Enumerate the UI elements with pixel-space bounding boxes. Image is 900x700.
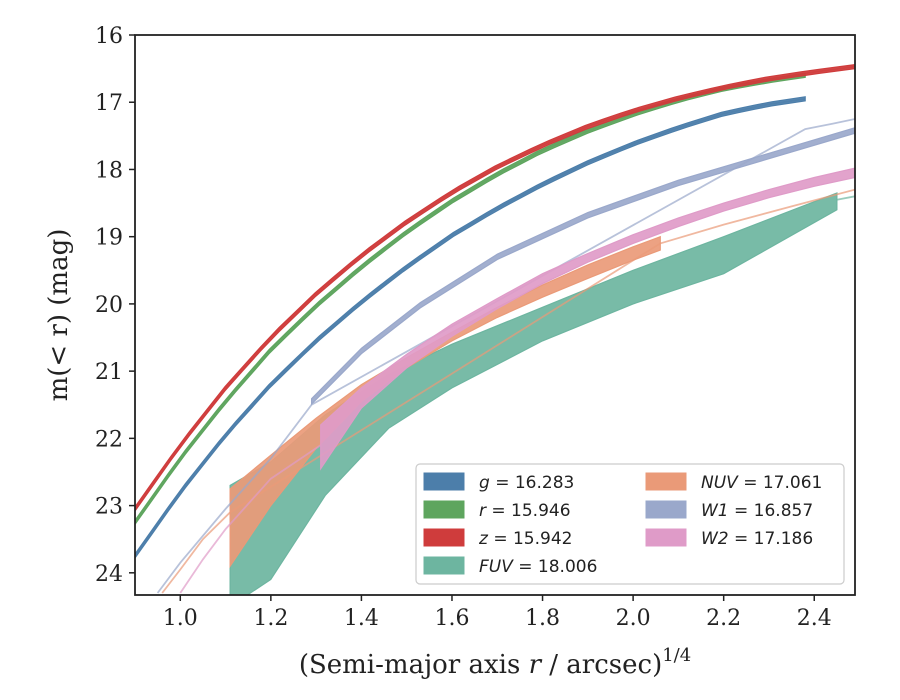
series-g-band [135,96,806,560]
series-NUV-curve [161,188,855,594]
legend-swatch-W2 [645,528,687,547]
x-tick-label: 1.4 [344,606,379,631]
series-W1 [156,118,855,594]
legend-label-W2: W2 = 17.186 [701,529,813,549]
legend-label-FUV: FUV = 18.006 [479,557,597,577]
legend-label-z: z = 15.942 [478,529,572,549]
x-tick-label: 1.0 [163,606,198,631]
y-tick-label: 17 [95,91,123,116]
y-axis-label: m(< r) (mag) [44,229,74,402]
series-W1-band [311,127,855,406]
legend-swatch-FUV [423,556,465,575]
x-tick-label: 1.2 [253,606,288,631]
y-tick-label: 24 [95,562,123,587]
x-tick-label: 2.0 [616,606,651,631]
legend-frame [415,463,845,585]
legend-label-W1: W1 = 16.857 [701,501,813,521]
series-z [135,63,855,513]
plot-frame [134,34,856,596]
x-tick-label: 1.8 [525,606,560,631]
x-axis: 1.0 1.2 1.4 1.6 1.8 2.0 2.2 2.4 [163,595,832,631]
x-tick-label: 2.4 [797,606,832,631]
y-tick-label: 22 [95,427,123,452]
series-W2 [179,167,855,594]
series-layer [135,63,855,595]
series-r-curve [135,74,806,523]
series-W1-curve [156,118,855,594]
series-W2-band [320,167,855,471]
series-W2-curve [179,444,322,594]
y-axis: 16 17 18 19 20 21 22 23 24 [95,24,135,587]
y-tick-label: 16 [95,24,123,49]
y-tick-label: 20 [95,293,123,318]
x-axis-label: (Semi-major axis r / arcsec)1/4 [299,645,691,680]
series-r [135,72,806,526]
legend: g = 16.283 r = 15.946 z = 15.942 FUV = 18.0… [415,463,845,585]
series-r-band [135,72,806,526]
legend-swatch-z [423,528,465,547]
y-tick-label: 18 [95,158,123,183]
series-g [135,96,806,560]
legend-label-g: g = 16.283 [479,473,574,493]
legend-swatch-g [423,472,465,491]
x-tick-label: 1.6 [434,606,469,631]
y-tick-label: 19 [95,226,123,251]
series-z-curve [135,65,855,510]
x-tick-label: 2.2 [706,606,741,631]
series-z-band [135,63,855,513]
legend-swatch-NUV [645,472,687,491]
legend-swatch-W1 [645,500,687,519]
y-tick-label: 23 [95,495,123,520]
legend-label-r: r = 15.946 [479,501,571,521]
legend-label-NUV: NUV = 17.061 [701,473,822,493]
series-FUV-curve [836,195,855,201]
legend-swatch-r [423,500,465,519]
y-tick-label: 21 [95,360,123,385]
